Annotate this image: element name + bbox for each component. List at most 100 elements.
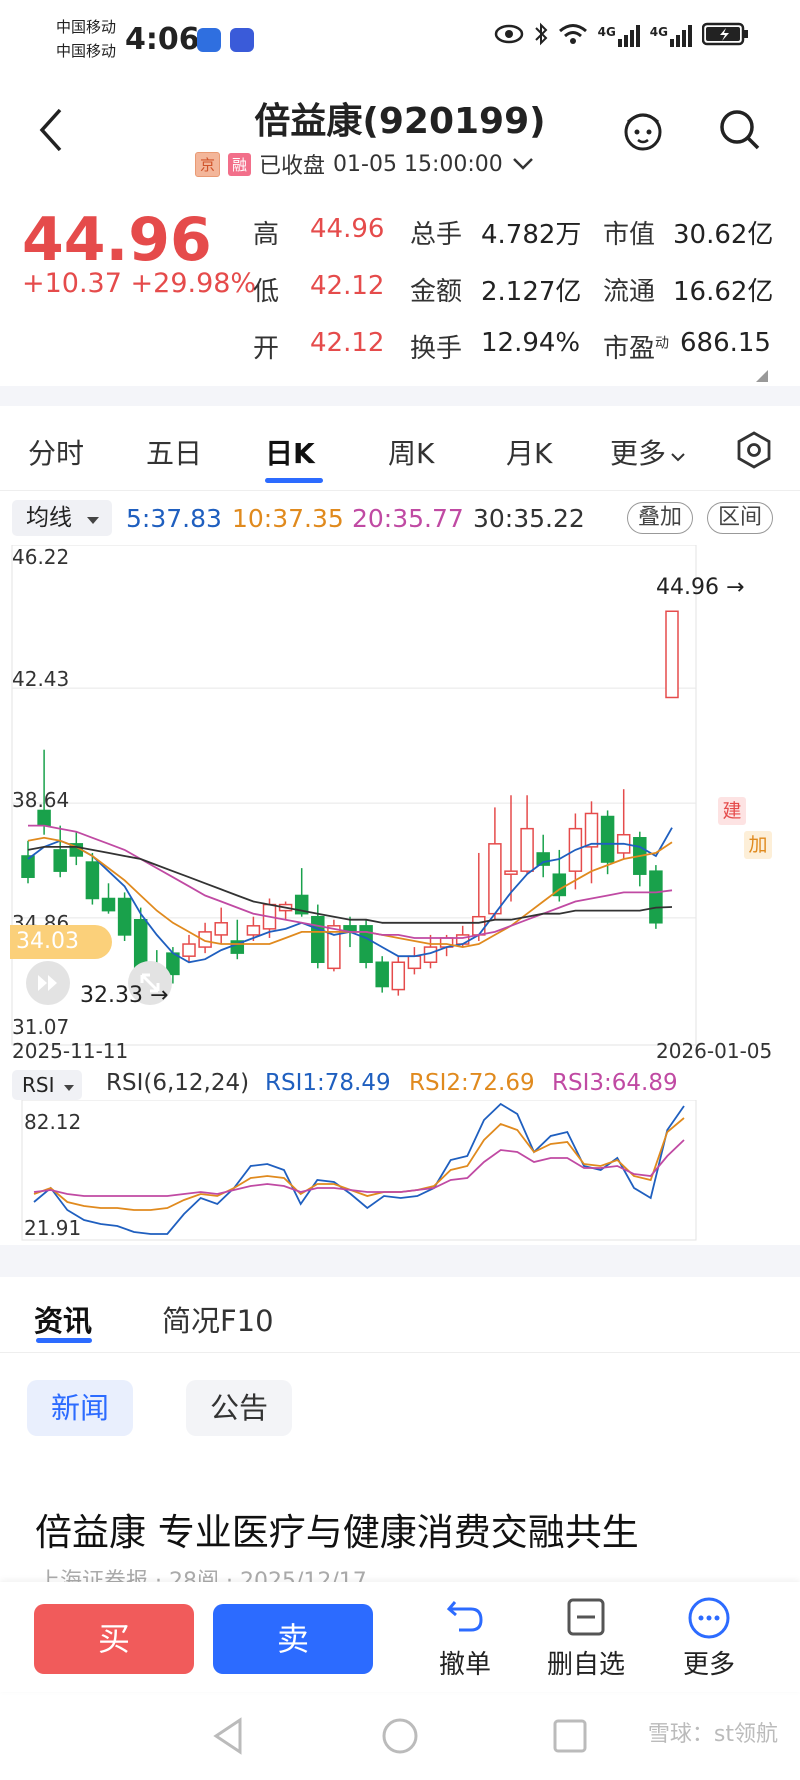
- float-cap-value: 16.62亿: [673, 277, 774, 307]
- rsi-line-rsi2: [33, 1117, 685, 1211]
- tab-more[interactable]: 更多: [610, 432, 686, 472]
- app-notification-icon: [197, 28, 221, 52]
- search-button[interactable]: [716, 106, 764, 154]
- price-change: +10.37 +29.98%: [22, 268, 256, 299]
- section-divider: [0, 386, 800, 406]
- kline-chart[interactable]: 46.22 42.43 38.64 34.86 31.07 34.03 32.3…: [10, 544, 790, 1065]
- active-tab-indicator: [36, 1338, 92, 1343]
- y-tick-label: 42.43: [12, 667, 70, 691]
- indicator-select[interactable]: 均线: [12, 500, 112, 536]
- back-button[interactable]: [30, 100, 74, 160]
- rsi-y-tick: 21.91: [24, 1216, 82, 1240]
- bluetooth-icon: [534, 22, 548, 50]
- ma-line-ma20: [28, 824, 673, 939]
- market-status: 已收盘: [259, 154, 326, 179]
- x-start-label: 2025-11-11: [12, 1039, 129, 1063]
- tab-f10[interactable]: 简况F10: [162, 1304, 274, 1338]
- dropdown-triangle-icon: [63, 1085, 74, 1091]
- candle-body: [85, 861, 100, 900]
- search-icon: [720, 110, 760, 150]
- candle-body: [37, 809, 51, 827]
- tab-intraday[interactable]: 分时: [28, 437, 85, 470]
- quote-datetime: 01-05 15:00:00: [333, 151, 503, 177]
- expand-corner-icon[interactable]: [756, 370, 768, 382]
- news-headline[interactable]: 倍益康 专业医疗与健康消费交融共生: [35, 1511, 639, 1554]
- overlay-button[interactable]: 叠加: [627, 502, 694, 534]
- change-percent: +29.98%: [130, 268, 257, 299]
- indicator-select-label: 均线: [26, 505, 72, 531]
- open-value: 42.12: [310, 328, 385, 358]
- more-button[interactable]: 更多: [664, 1596, 754, 1681]
- system-nav-bar: 雪球：st领航: [0, 1692, 800, 1780]
- float-cap-label: 流通: [603, 277, 656, 307]
- play-button[interactable]: [26, 961, 70, 1005]
- tab-news-info[interactable]: 资讯: [34, 1304, 93, 1338]
- pe-label: 市盈动: [603, 334, 670, 364]
- active-tab-indicator: [265, 478, 323, 483]
- candle-body: [101, 897, 116, 912]
- candle-body: [600, 815, 615, 863]
- open-label: 开: [253, 334, 280, 364]
- sell-button[interactable]: 卖: [213, 1604, 373, 1674]
- candle-body: [391, 961, 406, 991]
- fullscreen-button[interactable]: [128, 961, 172, 1005]
- tab-five-day[interactable]: 五日: [146, 437, 203, 470]
- rsi-line-rsi1: [33, 1102, 685, 1235]
- remove-watchlist-button[interactable]: 删自选: [541, 1596, 631, 1681]
- tab-monthly-k[interactable]: 月K: [506, 437, 553, 470]
- market-status-row[interactable]: 京 融 已收盘 01-05 15:00:00: [195, 148, 535, 180]
- more-dots-icon: [688, 1597, 730, 1639]
- badge-jia[interactable]: 加: [744, 831, 772, 859]
- ma-legend-row: 均线 5:37.83 10:37.35 20:35.77 30:35.22 叠加…: [12, 500, 792, 538]
- chart-settings-button[interactable]: [734, 430, 774, 477]
- candle-body: [665, 610, 679, 699]
- volume-value: 4.782万: [481, 220, 582, 250]
- buy-button[interactable]: 买: [34, 1604, 194, 1674]
- y-tick-label: 46.22: [12, 545, 70, 569]
- nav-recents-icon[interactable]: [552, 1718, 588, 1754]
- tab-daily-k[interactable]: 日K: [265, 437, 315, 470]
- candle-body: [375, 961, 389, 988]
- nav-back-icon[interactable]: [210, 1716, 246, 1756]
- pe-sup: 动: [655, 335, 670, 352]
- tab-weekly-k[interactable]: 周K: [388, 437, 435, 470]
- high-label: 高: [253, 220, 280, 250]
- status-bar: 中国移动 中国移动 4:06 4G 4G: [0, 0, 800, 78]
- candle-body: [294, 894, 309, 915]
- high-marker-value: 44.96: [656, 575, 719, 600]
- fast-forward-icon: [38, 975, 57, 991]
- range-button[interactable]: 区间: [707, 502, 774, 534]
- candle-body: [584, 812, 599, 848]
- undo-icon: [446, 1601, 483, 1632]
- nav-home-icon[interactable]: [380, 1716, 420, 1756]
- trade-toolbar: 买 卖 撤单 删自选 更多: [0, 1582, 800, 1692]
- app-notification-icon-2: [230, 28, 254, 52]
- rsi-legend-row: RSI RSI(6,12,24) RSI1:78.49 RSI2:72.69 R…: [12, 1068, 792, 1102]
- chart-frame: [11, 544, 697, 1046]
- turnover-value: 12.94%: [481, 328, 581, 358]
- last-price: 44.96: [22, 205, 212, 275]
- chevron-down-icon: [512, 158, 533, 170]
- rsi-chart[interactable]: 82.12 21.91: [10, 1099, 790, 1245]
- low-marker-value: 32.33: [80, 983, 143, 1008]
- chip-news[interactable]: 新闻: [27, 1380, 133, 1436]
- rsi-y-tick: 82.12: [24, 1110, 82, 1134]
- candle-body: [246, 925, 261, 936]
- section-divider: [0, 1245, 800, 1277]
- signal-icon-1: 4G: [598, 25, 640, 47]
- market-cap-value: 30.62亿: [673, 220, 774, 250]
- candle-body: [311, 915, 325, 964]
- cancel-order-button[interactable]: 撤单: [420, 1596, 510, 1681]
- avatar-button[interactable]: [618, 104, 668, 154]
- settings-hexagon-icon: [737, 431, 771, 469]
- candle-body: [327, 925, 341, 970]
- rsi1-value: RSI1:78.49: [265, 1070, 391, 1096]
- low-marker: 32.33 →: [80, 983, 169, 1008]
- candle-body: [182, 943, 196, 957]
- rsi-params: RSI(6,12,24): [106, 1070, 250, 1096]
- badge-jian[interactable]: 建: [718, 797, 746, 825]
- market-cap-label: 市值: [603, 220, 656, 250]
- candle-body: [488, 843, 502, 915]
- chip-notice[interactable]: 公告: [186, 1380, 292, 1436]
- rsi-select[interactable]: RSI: [12, 1070, 82, 1100]
